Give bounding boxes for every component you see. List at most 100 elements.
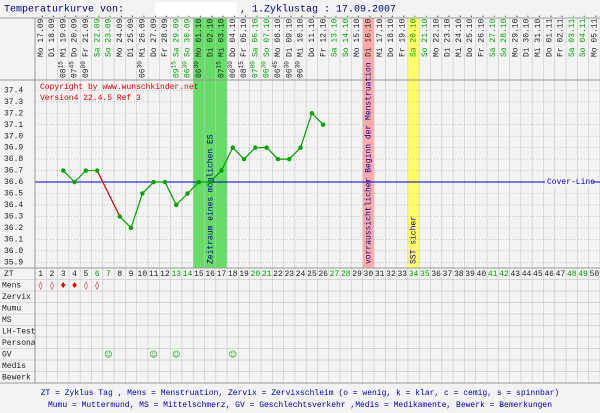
time-label: 0700	[249, 61, 261, 78]
date-label: Do 27.09.	[150, 14, 159, 57]
date-label: Di 30.10.	[523, 14, 532, 57]
date-label: Fr 12.10.	[319, 14, 328, 57]
date-label: Sa 22.09.	[93, 14, 102, 57]
date-label: Sa 20.10.	[410, 14, 419, 57]
date-label: Sa 27.10.	[489, 14, 498, 57]
temperature-point	[309, 111, 315, 116]
y-tick-label: 37.3	[4, 98, 23, 107]
y-tick-label: 36.3	[4, 213, 23, 222]
zt-number: 31	[375, 270, 385, 279]
zt-header: ZT	[4, 270, 14, 279]
date-label: Mo 22.10.	[432, 14, 441, 57]
date-label: Mi 24.10.	[455, 14, 464, 57]
date-label: Mo 24.09.	[116, 14, 125, 57]
y-tick-label: 36.5	[4, 190, 23, 199]
date-label: Do 18.10.	[387, 14, 396, 57]
zt-number: 12	[160, 270, 170, 279]
date-label: Di 09.10.	[285, 14, 294, 57]
date-label: So 28.10.	[500, 14, 509, 57]
time-label: 0900	[79, 61, 91, 78]
temperature-point	[61, 168, 66, 173]
band-label: SST sicher	[410, 216, 419, 264]
temperature-point	[219, 168, 224, 173]
time-label: 0915	[170, 61, 182, 78]
time-minute: 15	[215, 61, 222, 69]
time-minute: 30	[192, 61, 199, 69]
date-label: So 04.11.	[579, 14, 588, 57]
row-entry: ◊	[95, 281, 99, 290]
zt-number: 26	[318, 270, 328, 279]
time-minute: 30	[136, 61, 143, 69]
date-label: Di 02.10.	[206, 14, 215, 57]
zt-number: 16	[205, 270, 215, 279]
temperature-point	[151, 179, 156, 185]
temperature-point	[140, 191, 145, 196]
time-minute: 45	[272, 61, 279, 69]
row-entry: ☺	[172, 350, 180, 359]
y-tick-label: 37.0	[4, 132, 23, 141]
time-hour: 06	[229, 68, 238, 78]
row-label: Persona	[2, 339, 36, 348]
page-title: Temperaturkurve von:	[4, 4, 124, 16]
zt-number: 43	[510, 270, 520, 279]
row-label: Mumu	[2, 304, 21, 313]
date-label: Do 20.09.	[71, 14, 80, 57]
time-hour: 09	[172, 68, 181, 78]
zt-number: 33	[397, 270, 407, 279]
zt-number: 50	[590, 270, 600, 279]
y-tick-label: 36.1	[4, 235, 23, 244]
date-label: Do 25.10.	[466, 14, 475, 57]
zt-number: 37	[443, 270, 453, 279]
y-tick-label: 36.7	[4, 167, 23, 176]
temperature-point	[185, 191, 190, 196]
row-label: GV	[2, 350, 12, 359]
time-label: 0630	[181, 61, 193, 78]
zt-number: 44	[522, 270, 532, 279]
zt-number: 36	[431, 270, 441, 279]
temperature-point	[320, 122, 326, 127]
zt-number: 6	[95, 270, 100, 279]
time-label: 0630	[294, 61, 306, 78]
zt-number: 21	[262, 270, 272, 279]
zt-number: 45	[533, 270, 543, 279]
date-label: Do 11.10.	[308, 14, 317, 57]
zt-number: 11	[149, 270, 159, 279]
temperature-line	[62, 169, 98, 183]
temperature-point	[128, 225, 134, 231]
band-label: Zeitraum eines möglichen ES	[206, 134, 215, 264]
zt-number: 7	[106, 270, 111, 279]
time-hour: 06	[138, 68, 147, 78]
date-label: So 07.10.	[263, 14, 272, 57]
date-label: Fr 26.10.	[477, 14, 486, 57]
time-minute: 15	[57, 61, 64, 69]
y-tick-label: 37.1	[4, 121, 23, 130]
zt-number: 32	[386, 270, 396, 279]
time-label: 0630	[136, 61, 148, 78]
time-hour: 06	[297, 68, 306, 78]
time-label: 0645	[272, 61, 284, 78]
date-label: Fr 19.10.	[398, 14, 407, 57]
zt-number: 47	[556, 270, 566, 279]
temperature-point	[94, 168, 100, 173]
date-label: Mi 17.10.	[376, 14, 385, 57]
zt-number: 27	[330, 270, 340, 279]
zt-number: 3	[61, 270, 66, 279]
zt-number: 8	[117, 270, 122, 279]
time-hour: 08	[240, 68, 249, 78]
annotation: Copyright by www.wunschkinder.net	[40, 83, 198, 92]
zt-number: 23	[284, 270, 294, 279]
temperature-point	[253, 145, 258, 150]
row-entry: ☺	[149, 350, 157, 359]
zt-number: 29	[352, 270, 362, 279]
date-label: So 30.09.	[184, 14, 193, 57]
zt-number: 22	[273, 270, 283, 279]
row-entry: ♦	[71, 281, 78, 290]
temperature-point	[298, 145, 303, 150]
temperature-point	[72, 179, 77, 185]
temperature-point	[287, 156, 292, 162]
y-tick-label: 36.9	[4, 144, 23, 153]
y-tick-label: 37.2	[4, 109, 23, 118]
time-hour: 06	[195, 68, 204, 78]
zt-number: 2	[50, 270, 55, 279]
